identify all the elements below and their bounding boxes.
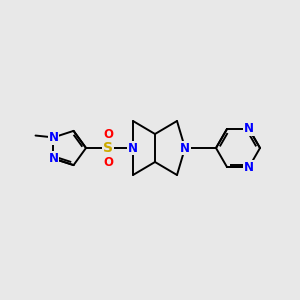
Text: N: N <box>244 122 254 135</box>
Text: N: N <box>48 152 59 165</box>
Text: N: N <box>128 142 138 154</box>
Text: S: S <box>103 141 113 155</box>
Text: O: O <box>103 155 113 169</box>
Text: O: O <box>103 128 113 140</box>
Text: N: N <box>48 131 59 144</box>
Text: N: N <box>180 142 190 154</box>
Text: N: N <box>244 160 254 174</box>
